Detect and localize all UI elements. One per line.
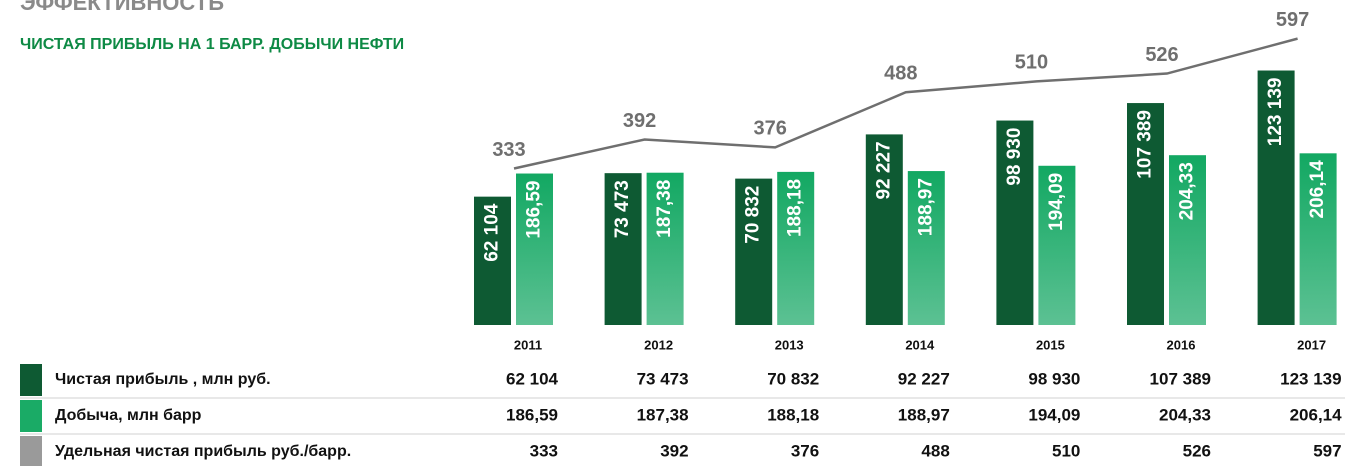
bar-value-label: 204,33 xyxy=(1177,162,1198,220)
bar-value-label: 107 389 xyxy=(1135,110,1156,179)
bar xyxy=(646,172,684,325)
x-tick-label: 2016 xyxy=(1167,337,1196,352)
table-cell: 376 xyxy=(791,441,819,460)
table-cell: 107 389 xyxy=(1150,369,1211,388)
line-value-label: 488 xyxy=(884,63,917,85)
bar-value-label: 194,09 xyxy=(1046,173,1067,231)
bar-value-label: 92 227 xyxy=(873,141,894,199)
table-cell: 186,59 xyxy=(506,405,558,424)
bar xyxy=(516,173,553,325)
bar xyxy=(474,196,511,325)
legend-swatch xyxy=(20,436,42,466)
bar-value-label: 70 832 xyxy=(743,186,764,244)
bar-value-label: 206,14 xyxy=(1307,160,1328,219)
bar-value-label: 186,59 xyxy=(524,181,545,239)
bar xyxy=(1257,70,1295,326)
line-value-label: 392 xyxy=(623,110,656,132)
line-value-label: 597 xyxy=(1276,9,1309,31)
row-label: Чистая прибыль , млн руб. xyxy=(55,371,271,388)
x-tick-label: 2013 xyxy=(775,337,804,352)
legend-swatch xyxy=(20,364,42,396)
line-value-label: 333 xyxy=(492,139,525,161)
table-cell: 333 xyxy=(530,441,558,460)
bar-value-label: 73 473 xyxy=(612,180,633,238)
bar-value-label: 188,18 xyxy=(785,179,806,237)
table-cell: 62 104 xyxy=(506,369,559,388)
bar-value-label: 98 930 xyxy=(1004,128,1025,186)
x-tick-label: 2011 xyxy=(514,337,542,352)
bar-value-label: 188,97 xyxy=(915,178,936,236)
chart-title: ЭФФЕКТИВНОСТЬ xyxy=(20,0,224,15)
table-cell: 392 xyxy=(660,441,688,460)
table-cell: 98 930 xyxy=(1028,369,1080,388)
x-tick-label: 2014 xyxy=(905,337,935,352)
table-cell: 187,38 xyxy=(637,405,689,424)
x-tick-label: 2015 xyxy=(1036,337,1065,352)
row-label: Удельная чистая прибыль руб./барр. xyxy=(55,443,351,460)
table-cell: 526 xyxy=(1183,441,1211,460)
bar xyxy=(996,120,1034,325)
bar xyxy=(1169,155,1206,325)
chart-subtitle: ЧИСТАЯ ПРИБЫЛЬ НА 1 БАРР. ДОБЫЧИ НЕФТИ xyxy=(20,36,404,53)
bar-value-label: 62 104 xyxy=(482,203,503,262)
x-tick-label: 2017 xyxy=(1297,337,1326,352)
bar xyxy=(1299,153,1337,325)
bar-value-label: 187,38 xyxy=(654,180,675,238)
bar xyxy=(1127,103,1164,325)
bar-value-label: 123 139 xyxy=(1265,78,1286,147)
table-cell: 188,18 xyxy=(767,405,819,424)
table-cell: 123 139 xyxy=(1280,369,1341,388)
bar xyxy=(604,173,642,325)
table-cell: 204,33 xyxy=(1159,405,1211,424)
line-value-label: 510 xyxy=(1015,52,1048,74)
bar xyxy=(1038,165,1076,325)
table-cell: 73 473 xyxy=(637,369,689,388)
table-cell: 488 xyxy=(921,441,949,460)
table-cell: 597 xyxy=(1313,441,1341,460)
legend-swatch xyxy=(20,400,42,432)
table-cell: 70 832 xyxy=(767,369,819,388)
bar xyxy=(865,134,903,325)
line-value-label: 376 xyxy=(754,118,787,140)
table-cell: 188,97 xyxy=(898,405,950,424)
bar xyxy=(777,171,815,325)
table-cell: 206,14 xyxy=(1290,405,1343,424)
table-cell: 194,09 xyxy=(1028,405,1080,424)
line-value-label: 526 xyxy=(1145,44,1178,66)
line xyxy=(513,37,1298,170)
row-label: Добыча, млн барр xyxy=(55,407,202,424)
bar xyxy=(907,171,945,325)
table-cell: 510 xyxy=(1052,441,1080,460)
table-cell: 92 227 xyxy=(898,369,950,388)
x-tick-label: 2012 xyxy=(644,337,673,352)
bar xyxy=(735,178,773,325)
